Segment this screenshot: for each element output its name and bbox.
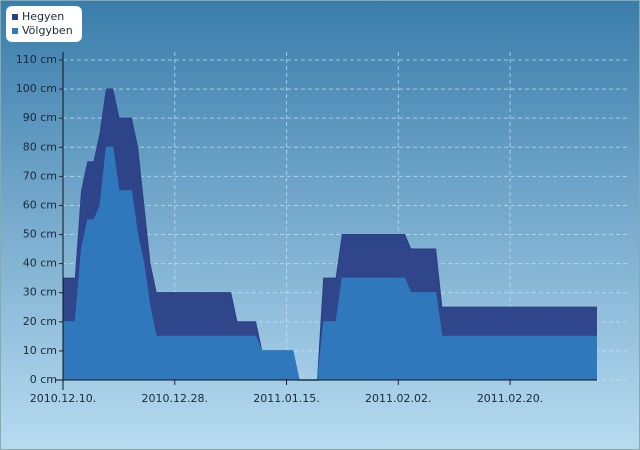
y-tick-label: 40 cm xyxy=(23,257,57,270)
y-tick-label: 110 cm xyxy=(16,53,57,66)
legend xyxy=(6,6,82,42)
area-line xyxy=(63,146,597,381)
area-line xyxy=(63,88,597,381)
y-tick-label: 80 cm xyxy=(23,140,57,153)
y-tick-label: 10 cm xyxy=(23,344,57,357)
legend-label: Völgyben xyxy=(22,24,73,37)
x-tick-label: 2010.12.10. xyxy=(30,392,96,405)
y-tick-label: 90 cm xyxy=(23,111,57,124)
y-tick-label: 0 cm xyxy=(30,373,57,386)
legend-swatch xyxy=(12,28,18,34)
y-tick-label: 60 cm xyxy=(23,198,57,211)
y-tick-label: 30 cm xyxy=(23,286,57,299)
area-fill xyxy=(63,147,597,380)
x-tick-label: 2011.02.02. xyxy=(365,392,431,405)
legend-swatch xyxy=(12,14,18,20)
y-tick-label: 20 cm xyxy=(23,315,57,328)
x-tick-label: 2011.01.15. xyxy=(253,392,319,405)
y-tick-label: 50 cm xyxy=(23,228,57,241)
x-tick-label: 2010.12.28. xyxy=(142,392,208,405)
x-tick-label: 2011.02.20. xyxy=(477,392,543,405)
legend-label: Hegyen xyxy=(22,10,64,23)
y-tick-label: 100 cm xyxy=(16,82,57,95)
y-tick-label: 70 cm xyxy=(23,169,57,182)
